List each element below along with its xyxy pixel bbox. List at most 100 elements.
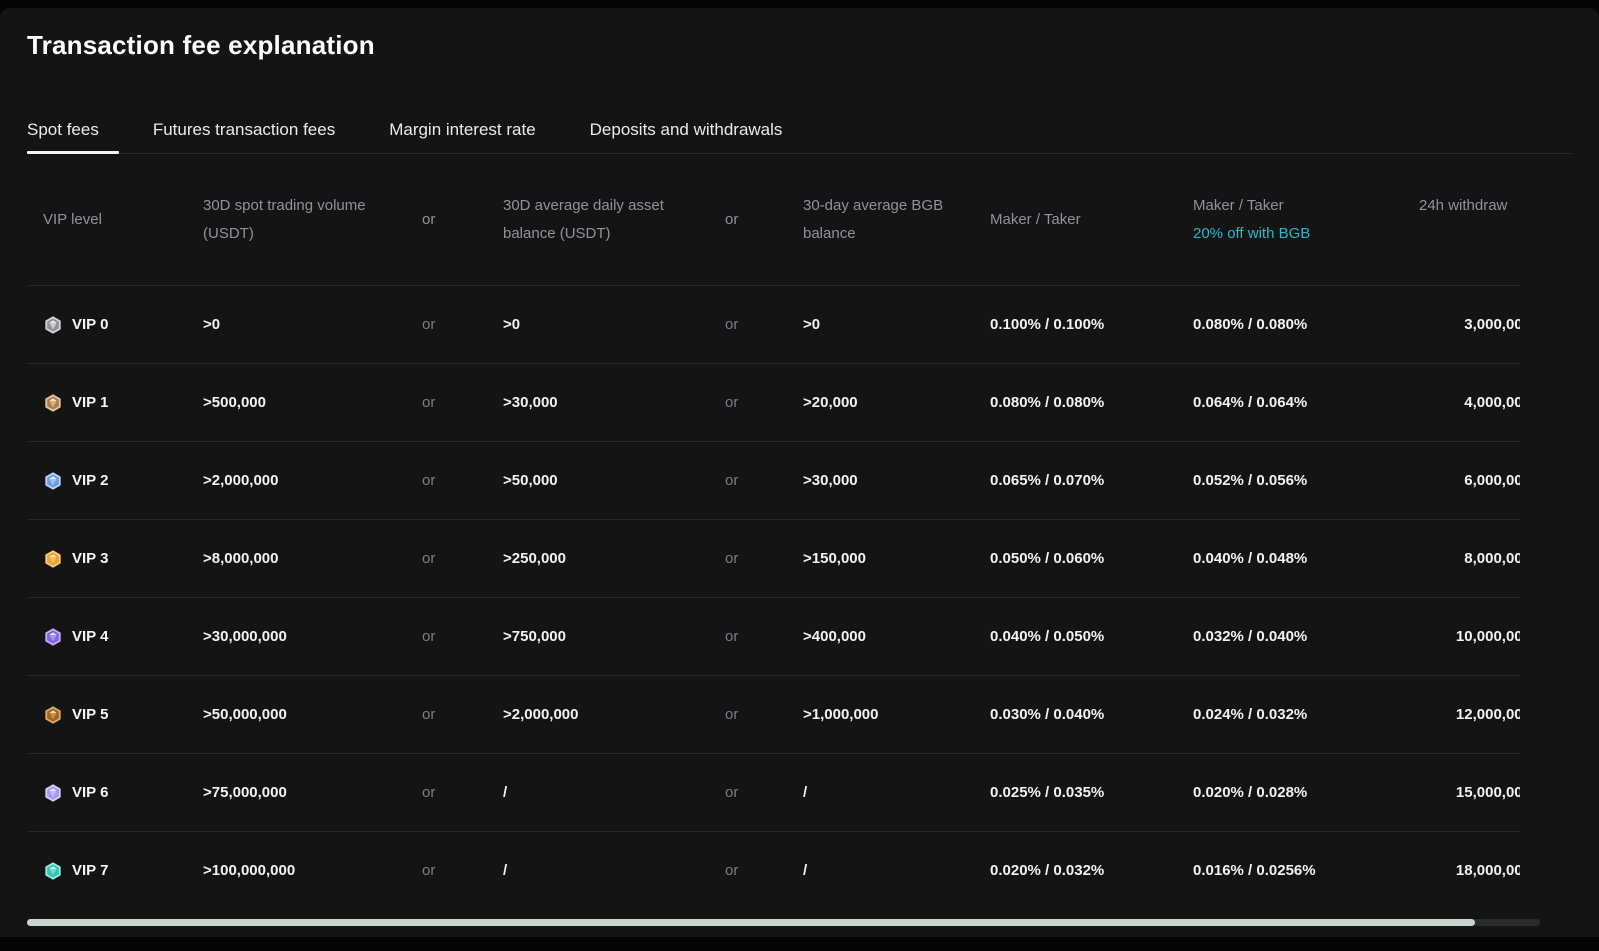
maker-taker-cell: 0.025% / 0.035% bbox=[990, 784, 1105, 801]
table-row: VIP 1 >500,000 or >30,000 or >20,000 0.0… bbox=[27, 363, 1520, 441]
or-label: or bbox=[725, 862, 739, 879]
or-label: or bbox=[422, 550, 436, 567]
or-label: or bbox=[422, 316, 436, 333]
table-row: VIP 5 >50,000,000 or >2,000,000 or >1,00… bbox=[27, 675, 1520, 753]
table-row: VIP 4 >30,000,000 or >750,000 or >400,00… bbox=[27, 597, 1520, 675]
vip-badge-icon bbox=[43, 861, 63, 881]
page-title: Transaction fee explanation bbox=[27, 30, 375, 60]
col-header-spot-volume: 30D spot trading volume (USDT) bbox=[203, 196, 366, 242]
withdraw-limit-cell: 15,000,000 bbox=[1455, 784, 1520, 801]
col-header-24h-withdraw: 24h withdraw bbox=[1419, 196, 1508, 214]
withdraw-limit-cell: 4,000,000 bbox=[1464, 394, 1520, 411]
maker-taker-cell: 0.050% / 0.060% bbox=[990, 550, 1105, 567]
vip-badge-icon bbox=[43, 627, 63, 647]
maker-taker-bgb-cell: 0.064% / 0.064% bbox=[1193, 394, 1308, 411]
vip-badge-icon bbox=[43, 783, 63, 803]
tab-bar: Spot fees Futures transaction fees Margi… bbox=[27, 106, 1572, 154]
vip-level-label: VIP 6 bbox=[72, 784, 109, 801]
maker-taker-bgb-cell: 0.040% / 0.048% bbox=[1193, 550, 1308, 567]
bgb-balance-cell: >150,000 bbox=[803, 550, 866, 567]
asset-balance-cell: / bbox=[503, 784, 508, 801]
or-label: or bbox=[422, 472, 436, 489]
main-panel: Transaction fee explanation Spot fees Fu… bbox=[0, 8, 1599, 937]
maker-taker-cell: 0.020% / 0.032% bbox=[990, 862, 1105, 879]
or-label: or bbox=[725, 628, 739, 645]
withdraw-limit-cell: 18,000,000 bbox=[1455, 862, 1520, 879]
col-header-bgb-balance: 30-day average BGB balance bbox=[803, 196, 944, 242]
or-label: or bbox=[422, 394, 436, 411]
vip-level-label: VIP 7 bbox=[72, 862, 109, 879]
maker-taker-cell: 0.030% / 0.040% bbox=[990, 706, 1105, 723]
vip-badge-icon bbox=[43, 471, 63, 491]
maker-taker-cell: 0.080% / 0.080% bbox=[990, 394, 1105, 411]
tab-deposits-and-withdrawals[interactable]: Deposits and withdrawals bbox=[589, 119, 783, 139]
withdraw-limit-cell: 6,000,000 bbox=[1464, 472, 1520, 489]
tab-futures-transaction-fees[interactable]: Futures transaction fees bbox=[152, 119, 336, 139]
maker-taker-bgb-cell: 0.032% / 0.040% bbox=[1193, 628, 1308, 645]
col-header-maker-taker: Maker / Taker bbox=[990, 210, 1081, 228]
vip-badge-icon bbox=[43, 705, 63, 725]
bgb-balance-cell: / bbox=[803, 862, 808, 879]
bgb-balance-cell: >30,000 bbox=[803, 472, 858, 489]
maker-taker-bgb-cell: 0.080% / 0.080% bbox=[1193, 316, 1308, 333]
bgb-discount-link[interactable]: 20% off with BGB bbox=[1193, 224, 1311, 242]
or-label: or bbox=[725, 472, 739, 489]
spot-volume-cell: >100,000,000 bbox=[203, 862, 296, 879]
bgb-balance-cell: >1,000,000 bbox=[803, 706, 879, 723]
or-label: or bbox=[725, 706, 739, 723]
table-header-row: VIP level 30D spot trading volume (USDT)… bbox=[27, 154, 1520, 285]
vip-level-label: VIP 4 bbox=[72, 628, 109, 645]
spot-volume-cell: >8,000,000 bbox=[203, 550, 279, 567]
table-row: VIP 2 >2,000,000 or >50,000 or >30,000 0… bbox=[27, 441, 1520, 519]
spot-volume-cell: >500,000 bbox=[203, 394, 266, 411]
maker-taker-bgb-cell: 0.020% / 0.028% bbox=[1193, 784, 1308, 801]
or-label: or bbox=[725, 316, 739, 333]
spot-volume-cell: >50,000,000 bbox=[203, 706, 287, 723]
bgb-balance-cell: >20,000 bbox=[803, 394, 858, 411]
table-row: VIP 6 >75,000,000 or / or / 0.025% / 0.0… bbox=[27, 753, 1520, 831]
or-label: or bbox=[422, 784, 436, 801]
vip-badge-icon bbox=[43, 315, 63, 335]
col-header-maker-taker-bgb: Maker / Taker 20% off with BGB bbox=[1193, 192, 1390, 248]
maker-taker-cell: 0.065% / 0.070% bbox=[990, 472, 1105, 489]
vip-level-label: VIP 3 bbox=[72, 550, 109, 567]
bgb-balance-cell: >400,000 bbox=[803, 628, 866, 645]
vip-level-label: VIP 5 bbox=[72, 706, 109, 723]
spot-volume-cell: >75,000,000 bbox=[203, 784, 287, 801]
maker-taker-bgb-label: Maker / Taker bbox=[1193, 196, 1284, 214]
maker-taker-cell: 0.040% / 0.050% bbox=[990, 628, 1105, 645]
scrollbar-thumb[interactable] bbox=[27, 919, 1475, 926]
vip-level-label: VIP 1 bbox=[72, 394, 109, 411]
asset-balance-cell: >750,000 bbox=[503, 628, 566, 645]
maker-taker-bgb-cell: 0.016% / 0.0256% bbox=[1193, 862, 1316, 879]
spot-volume-cell: >30,000,000 bbox=[203, 628, 287, 645]
spot-volume-cell: >0 bbox=[203, 316, 221, 333]
asset-balance-cell: >30,000 bbox=[503, 394, 558, 411]
or-label: or bbox=[422, 862, 436, 879]
col-header-or: or bbox=[725, 210, 739, 228]
maker-taker-bgb-cell: 0.052% / 0.056% bbox=[1193, 472, 1308, 489]
vip-badge-icon bbox=[43, 393, 63, 413]
asset-balance-cell: / bbox=[503, 862, 508, 879]
tab-spot-fees[interactable]: Spot fees bbox=[27, 106, 119, 154]
withdraw-limit-cell: 12,000,000 bbox=[1455, 706, 1520, 723]
withdraw-limit-cell: 8,000,000 bbox=[1464, 550, 1520, 567]
or-label: or bbox=[725, 784, 739, 801]
asset-balance-cell: >0 bbox=[503, 316, 521, 333]
spot-volume-cell: >2,000,000 bbox=[203, 472, 279, 489]
table-row: VIP 7 >100,000,000 or / or / 0.020% / 0.… bbox=[27, 831, 1520, 909]
maker-taker-cell: 0.100% / 0.100% bbox=[990, 316, 1105, 333]
or-label: or bbox=[422, 628, 436, 645]
table-row: VIP 3 >8,000,000 or >250,000 or >150,000… bbox=[27, 519, 1520, 597]
maker-taker-bgb-cell: 0.024% / 0.032% bbox=[1193, 706, 1308, 723]
col-header-or: or bbox=[422, 210, 436, 228]
vip-badge-icon bbox=[43, 549, 63, 569]
col-header-vip-level: VIP level bbox=[43, 210, 102, 228]
horizontal-scrollbar[interactable] bbox=[27, 919, 1540, 926]
tab-margin-interest-rate[interactable]: Margin interest rate bbox=[389, 119, 536, 139]
or-label: or bbox=[725, 550, 739, 567]
or-label: or bbox=[725, 394, 739, 411]
withdraw-limit-cell: 10,000,000 bbox=[1455, 628, 1520, 645]
table-row: VIP 0 >0 or >0 or >0 0.100% / 0.100% 0.0… bbox=[27, 285, 1520, 363]
bgb-balance-cell: / bbox=[803, 784, 808, 801]
